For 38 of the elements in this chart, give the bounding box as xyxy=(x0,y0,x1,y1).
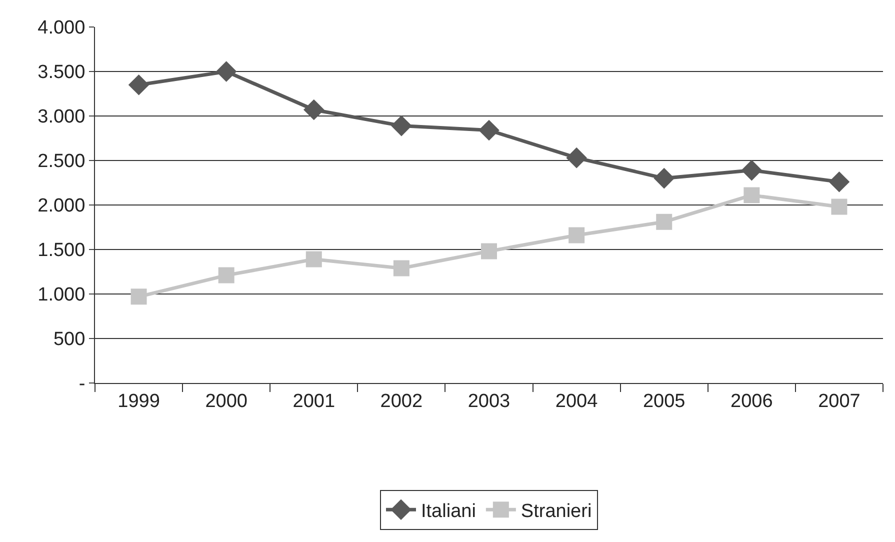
y-tick-label: 3.500 xyxy=(38,62,86,84)
point xyxy=(393,260,410,276)
point xyxy=(831,198,848,215)
y-tick-label: 3.000 xyxy=(38,106,86,128)
x-tick-label: 1999 xyxy=(118,390,160,412)
point xyxy=(566,147,587,168)
point xyxy=(654,168,675,189)
point xyxy=(741,160,762,181)
point xyxy=(216,61,237,82)
x-tick-label: 2002 xyxy=(380,390,423,412)
point xyxy=(128,74,150,96)
y-tick-label: 1.000 xyxy=(38,284,86,306)
point xyxy=(568,227,585,244)
y-tick-label: 4.000 xyxy=(38,18,86,39)
point xyxy=(481,243,497,260)
legend-label: Stranieri xyxy=(520,501,592,522)
x-tick-label: 2005 xyxy=(642,390,686,412)
point xyxy=(478,120,500,141)
x-tick-label: 2000 xyxy=(205,390,248,412)
point xyxy=(656,214,672,230)
point xyxy=(218,267,234,284)
y-tick-label: 2.000 xyxy=(38,196,86,217)
point xyxy=(306,251,322,268)
legend-label: Italiani xyxy=(421,501,476,522)
x-tick-label: 2006 xyxy=(730,390,773,412)
point xyxy=(303,99,324,120)
x-tick-label: 2003 xyxy=(468,390,510,412)
point xyxy=(828,171,850,192)
y-tick-label: - xyxy=(78,374,86,395)
point xyxy=(130,288,147,305)
point xyxy=(391,115,412,136)
x-tick-label: 2001 xyxy=(292,390,336,412)
y-tick-label: 1.500 xyxy=(38,240,86,262)
x-tick-label: 2004 xyxy=(555,390,598,412)
y-tick-label: 2.500 xyxy=(38,151,86,172)
x-tick-label: 2007 xyxy=(818,390,860,412)
y-tick-label: 500 xyxy=(53,329,86,350)
point xyxy=(744,187,760,204)
